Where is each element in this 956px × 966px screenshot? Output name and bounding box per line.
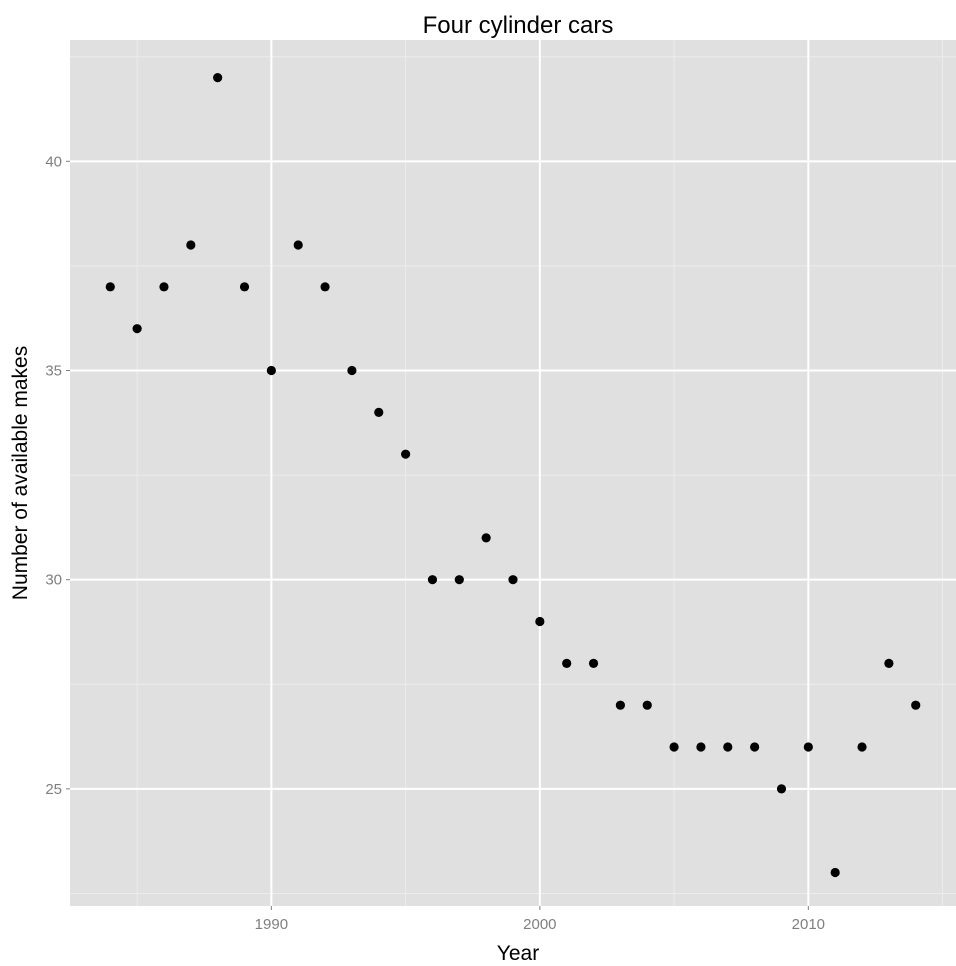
data-point (132, 324, 142, 334)
data-point (562, 658, 572, 668)
data-points (105, 73, 921, 878)
data-point (669, 742, 679, 752)
x-axis-title: Year (497, 942, 539, 965)
data-point (723, 742, 733, 752)
x-axis-ticks: 1990 2000 2010 (255, 906, 825, 933)
minor-gridlines (70, 40, 956, 906)
data-point (615, 700, 625, 710)
y-tick-label: 30 (45, 572, 62, 589)
data-point (642, 700, 652, 710)
data-point (266, 365, 276, 376)
data-point (213, 73, 223, 83)
y-tick-label: 40 (45, 153, 62, 170)
data-point (320, 282, 330, 292)
data-point (401, 449, 411, 459)
data-point (750, 742, 760, 752)
x-tick-label: 1990 (255, 916, 288, 933)
y-axis-title: Number of available makes (9, 346, 32, 600)
data-point (347, 365, 357, 376)
data-point (454, 575, 464, 585)
data-point (588, 658, 599, 668)
data-point (105, 282, 115, 292)
y-axis-ticks: 25 30 35 40 (45, 153, 70, 798)
data-point (696, 742, 706, 752)
data-point (776, 784, 787, 794)
data-point (481, 533, 491, 543)
x-tick-label: 2000 (523, 916, 556, 933)
data-point (830, 867, 840, 878)
data-point (803, 742, 813, 752)
y-tick-label: 25 (45, 781, 62, 798)
data-point (239, 282, 250, 292)
data-point (374, 407, 384, 417)
x-tick-label: 2010 (792, 916, 825, 933)
data-point (427, 575, 438, 585)
data-point (508, 575, 518, 585)
plot-panel (70, 40, 956, 906)
y-tick-label: 35 (45, 363, 62, 380)
data-point (857, 742, 867, 752)
data-point (186, 240, 196, 250)
data-point (535, 616, 545, 627)
data-point (293, 240, 303, 250)
data-point (911, 700, 921, 710)
data-point (884, 658, 894, 668)
chart-title: Four cylinder cars (423, 12, 614, 39)
data-point (159, 282, 169, 292)
